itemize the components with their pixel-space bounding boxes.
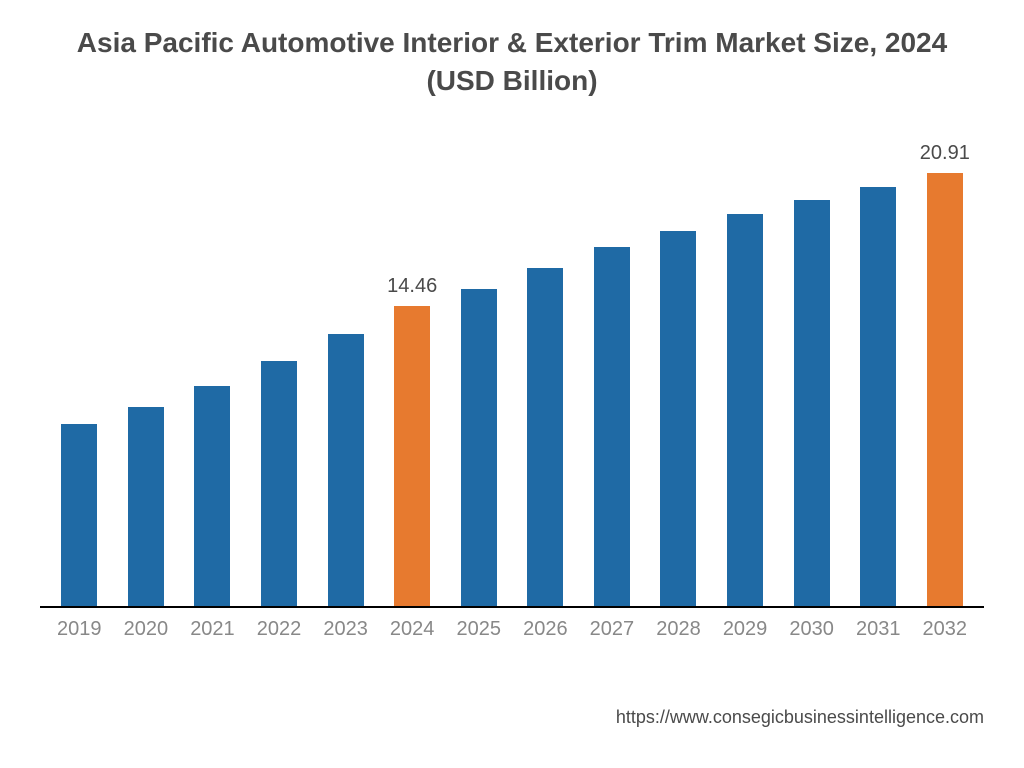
x-axis-label: 2022 [246, 608, 313, 648]
x-axis-label: 2020 [113, 608, 180, 648]
bar [128, 407, 164, 606]
bar-slot [179, 150, 246, 606]
x-axis-label: 2023 [312, 608, 379, 648]
x-axis-label: 2025 [445, 608, 512, 648]
x-axis-labels: 2019202020212022202320242025202620272028… [40, 608, 984, 648]
x-axis-label: 2021 [179, 608, 246, 648]
bar [727, 214, 763, 606]
bar [61, 424, 97, 606]
bar-slot [778, 150, 845, 606]
x-axis-label: 2024 [379, 608, 446, 648]
bar [527, 268, 563, 606]
bar [594, 247, 630, 606]
x-axis-label: 2030 [778, 608, 845, 648]
bar [794, 200, 830, 606]
x-axis-label: 2019 [46, 608, 113, 648]
bar-slot [445, 150, 512, 606]
bar [194, 386, 230, 606]
bar-slot [312, 150, 379, 606]
bar [860, 187, 896, 606]
chart-title-block: Asia Pacific Automotive Interior & Exter… [0, 0, 1024, 100]
bar-slot: 14.46 [379, 150, 446, 606]
bar [927, 173, 963, 606]
bar-slot [246, 150, 313, 606]
x-axis-label: 2028 [645, 608, 712, 648]
x-axis-label: 2031 [845, 608, 912, 648]
bar-slot [46, 150, 113, 606]
chart-area: 14.4620.91 20192020202120222023202420252… [40, 150, 984, 648]
bar-slot [845, 150, 912, 606]
bar-slot [645, 150, 712, 606]
bar [660, 231, 696, 606]
bars-container: 14.46 20.91 [40, 150, 984, 606]
plot-region: 14.46 20.91 [40, 150, 984, 608]
bar-slot [113, 150, 180, 606]
bar [394, 306, 430, 606]
bar [261, 361, 297, 606]
x-axis-label: 2029 [712, 608, 779, 648]
bar-slot: 20.91 [912, 150, 979, 606]
bar-slot [579, 150, 646, 606]
x-axis-label: 2027 [579, 608, 646, 648]
bar [461, 289, 497, 606]
bar-value-label: 14.46 [387, 275, 437, 298]
bar-slot [712, 150, 779, 606]
chart-title-line1: Asia Pacific Automotive Interior & Exter… [0, 24, 1024, 62]
source-url: https://www.consegicbusinessintelligence… [616, 707, 984, 728]
x-axis-label: 2032 [912, 608, 979, 648]
bar-value-label: 20.91 [920, 142, 970, 165]
bar-slot [512, 150, 579, 606]
bar [328, 334, 364, 606]
x-axis-label: 2026 [512, 608, 579, 648]
chart-title-line2: (USD Billion) [0, 62, 1024, 100]
